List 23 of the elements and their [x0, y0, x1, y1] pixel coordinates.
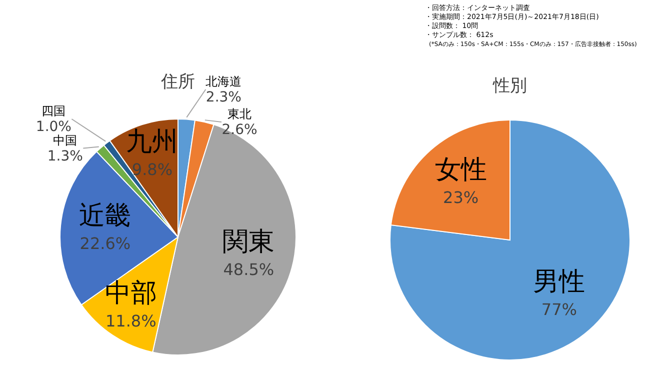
data-label: 22.6% [80, 234, 131, 253]
slice-label: 九州 [126, 127, 178, 158]
slice-label: 近畿 [79, 200, 132, 231]
data-label: 1.3% [47, 148, 83, 164]
slice-label: 男性 [533, 266, 586, 297]
data-label: 9.8% [132, 160, 173, 180]
data-label: 48.5% [223, 260, 274, 279]
chart-title: 性別 [492, 76, 527, 96]
slice-label: 関東 [222, 226, 275, 257]
slice-label: 北海道 [206, 74, 242, 88]
data-label: 77% [541, 300, 577, 319]
slice-label: 四国 [42, 104, 66, 118]
slice-label: 中国 [53, 133, 78, 148]
slice-label: 東北 [227, 107, 252, 122]
slice-label: 女性 [434, 155, 487, 186]
data-label: 23% [443, 188, 479, 208]
slice-label: 中部 [104, 278, 157, 309]
pie-slice [390, 120, 630, 360]
data-label: 1.0% [36, 118, 72, 135]
data-label: 2.6% [222, 122, 258, 138]
chart-title: 住所 [160, 72, 195, 92]
data-label: 2.3% [206, 89, 242, 106]
data-label: 11.8% [105, 312, 156, 331]
